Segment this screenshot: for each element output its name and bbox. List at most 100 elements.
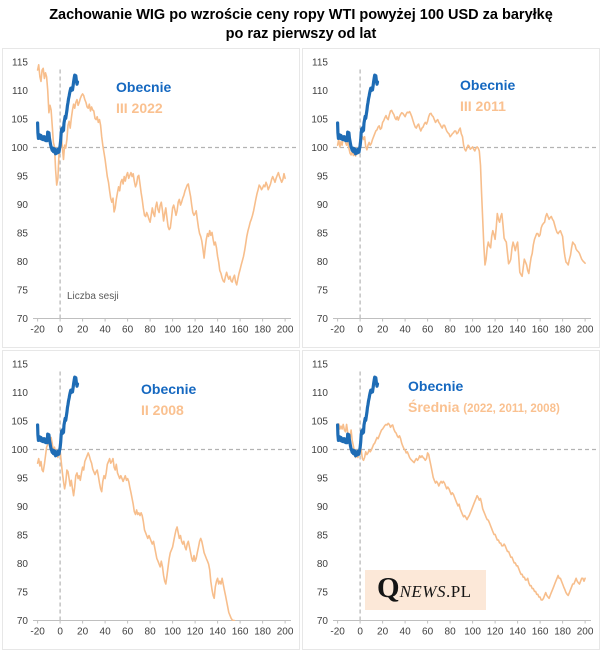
svg-text:90: 90 xyxy=(317,502,329,513)
svg-text:90: 90 xyxy=(17,502,29,513)
svg-text:70: 70 xyxy=(317,616,329,627)
svg-text:0: 0 xyxy=(57,627,63,638)
svg-text:70: 70 xyxy=(17,616,29,627)
svg-text:40: 40 xyxy=(100,627,112,638)
line-chart-srednia: -20 0 20 40 60 80 100 120 140 160 180 200 70 75 80 85 90… xyxy=(311,360,597,638)
svg-text:100: 100 xyxy=(164,325,181,336)
svg-text:60: 60 xyxy=(122,627,134,638)
svg-text:100: 100 xyxy=(311,445,328,456)
svg-text:85: 85 xyxy=(17,229,29,240)
svg-text:120: 120 xyxy=(187,325,204,336)
legend: Obecnie III 2011 xyxy=(460,75,515,117)
svg-text:95: 95 xyxy=(317,172,329,183)
svg-text:-20: -20 xyxy=(330,325,345,336)
legend-period-suffix: (2022, 2011, 2008) xyxy=(463,403,560,415)
svg-text:70: 70 xyxy=(17,314,29,325)
line-chart-iii-2011: -20 0 20 40 60 80 100 120 140 160 180 200 70 75 80 85 90… xyxy=(311,58,597,336)
logo-news-text: NEWS xyxy=(399,582,446,601)
svg-text:115: 115 xyxy=(312,360,328,371)
svg-text:180: 180 xyxy=(254,627,271,638)
svg-text:40: 40 xyxy=(400,627,412,638)
svg-text:105: 105 xyxy=(11,115,28,126)
legend: Obecnie III 2022 xyxy=(116,77,171,119)
svg-text:140: 140 xyxy=(209,627,226,638)
svg-text:105: 105 xyxy=(11,417,28,428)
svg-text:-20: -20 xyxy=(30,325,45,336)
svg-text:120: 120 xyxy=(487,325,504,336)
legend-period-text: Średnia xyxy=(408,399,460,415)
svg-text:-20: -20 xyxy=(30,627,45,638)
legend-obecnie-label: Obecnie xyxy=(408,378,464,394)
svg-text:75: 75 xyxy=(317,286,329,297)
legend-period-label: III 2011 xyxy=(460,96,515,117)
svg-text:75: 75 xyxy=(317,588,329,599)
legend-period-text: II 2008 xyxy=(141,402,184,418)
svg-text:20: 20 xyxy=(77,325,89,336)
svg-text:160: 160 xyxy=(232,325,249,336)
svg-text:160: 160 xyxy=(532,325,549,336)
svg-text:180: 180 xyxy=(554,325,571,336)
svg-text:100: 100 xyxy=(464,325,481,336)
svg-text:100: 100 xyxy=(464,627,481,638)
svg-text:80: 80 xyxy=(17,257,29,268)
svg-text:0: 0 xyxy=(357,627,363,638)
svg-text:95: 95 xyxy=(317,474,329,485)
svg-text:80: 80 xyxy=(145,325,157,336)
svg-text:20: 20 xyxy=(377,325,389,336)
svg-text:105: 105 xyxy=(311,417,328,428)
chart-panel-ii-2008: -20 0 20 40 60 80 100 120 140 160 180 200 70 75 80 85 90… xyxy=(2,350,300,650)
svg-text:0: 0 xyxy=(57,325,63,336)
legend-period-text: III 2011 xyxy=(460,98,506,114)
svg-text:105: 105 xyxy=(311,115,328,126)
svg-text:95: 95 xyxy=(17,172,29,183)
svg-text:80: 80 xyxy=(17,559,29,570)
svg-text:110: 110 xyxy=(312,388,328,399)
line-chart-ii-2008: -20 0 20 40 60 80 100 120 140 160 180 200 70 75 80 85 90… xyxy=(11,360,297,638)
title-line-1: Zachowanie WIG po wzroście ceny ropy WTI… xyxy=(49,7,553,23)
legend-obecnie-label: Obecnie xyxy=(141,381,197,397)
svg-text:140: 140 xyxy=(209,325,226,336)
logo-pl-text: .PL xyxy=(445,582,472,601)
svg-text:90: 90 xyxy=(17,200,29,211)
svg-text:200: 200 xyxy=(277,627,294,638)
svg-text:110: 110 xyxy=(12,388,28,399)
title-line-2: po raz pierwszy od lat xyxy=(225,26,377,42)
legend: Obecnie II 2008 xyxy=(141,379,196,421)
svg-text:180: 180 xyxy=(254,325,271,336)
legend-obecnie-label: Obecnie xyxy=(460,77,516,93)
svg-text:120: 120 xyxy=(187,627,204,638)
svg-text:140: 140 xyxy=(509,627,526,638)
line-chart-iii-2022: -20 0 20 40 60 80 100 120 140 160 180 200 70 75 80 85 90… xyxy=(11,58,297,336)
svg-text:60: 60 xyxy=(422,325,434,336)
svg-text:100: 100 xyxy=(11,445,28,456)
logo-q-letter: Q xyxy=(377,572,400,604)
qnews-logo: QNEWS.PL xyxy=(365,570,486,610)
legend-period-label: III 2022 xyxy=(116,98,171,119)
svg-text:115: 115 xyxy=(312,58,328,69)
svg-text:180: 180 xyxy=(554,627,571,638)
svg-text:85: 85 xyxy=(317,531,329,542)
svg-text:-20: -20 xyxy=(330,627,345,638)
svg-text:200: 200 xyxy=(577,325,594,336)
svg-text:100: 100 xyxy=(311,143,328,154)
page-title: Zachowanie WIG po wzroście ceny ropy WTI… xyxy=(0,6,602,44)
svg-text:120: 120 xyxy=(487,627,504,638)
svg-text:90: 90 xyxy=(317,200,329,211)
svg-text:85: 85 xyxy=(17,531,29,542)
legend-period-label: Średnia (2022, 2011, 2008) xyxy=(408,397,560,420)
legend-period-label: II 2008 xyxy=(141,400,196,421)
svg-text:110: 110 xyxy=(12,86,28,97)
svg-text:0: 0 xyxy=(357,325,363,336)
svg-text:80: 80 xyxy=(145,627,157,638)
svg-text:40: 40 xyxy=(400,325,412,336)
svg-text:200: 200 xyxy=(277,325,294,336)
svg-text:85: 85 xyxy=(317,229,329,240)
svg-text:115: 115 xyxy=(12,360,28,371)
svg-text:100: 100 xyxy=(164,627,181,638)
svg-text:75: 75 xyxy=(17,588,29,599)
svg-text:75: 75 xyxy=(17,286,29,297)
legend-period-text: III 2022 xyxy=(116,100,163,116)
svg-text:115: 115 xyxy=(12,58,28,69)
chart-panel-iii-2022: -20 0 20 40 60 80 100 120 140 160 180 200 70 75 80 85 90… xyxy=(2,48,300,348)
x-axis-label: Liczba sesji xyxy=(67,291,119,302)
